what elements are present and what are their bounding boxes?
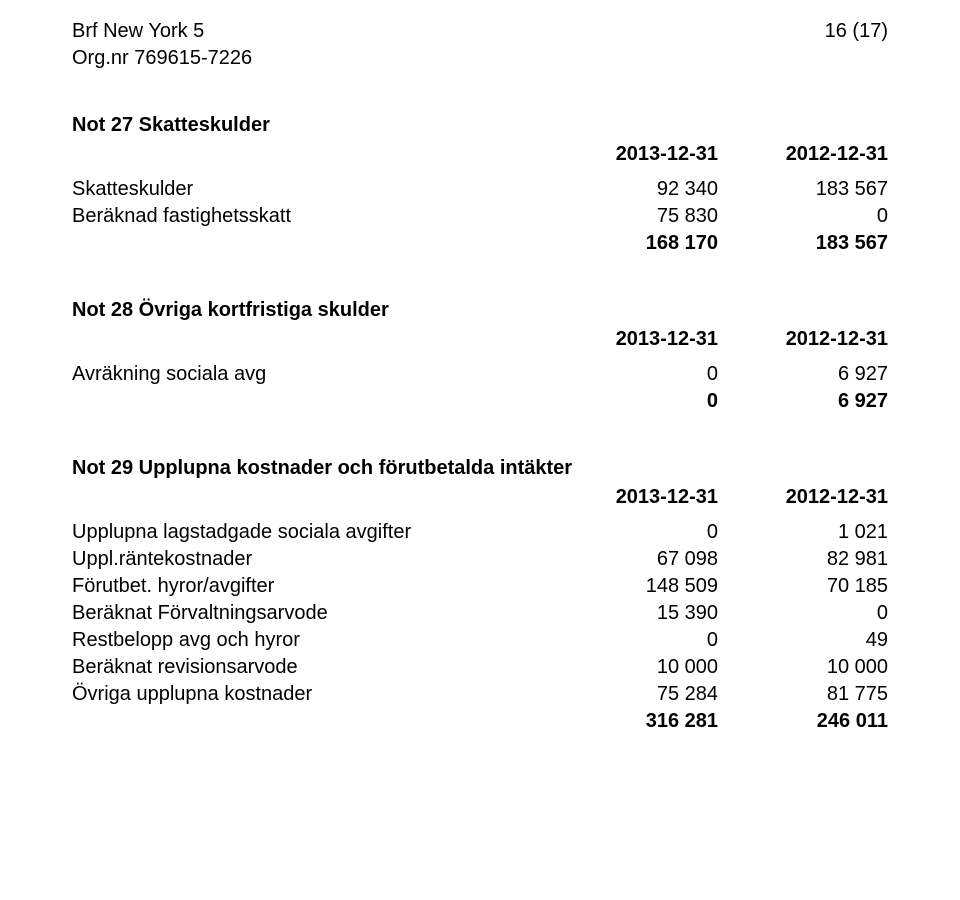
row-label: Restbelopp avg och hyror (72, 627, 548, 654)
row-value: 81 775 (718, 681, 888, 708)
table-row: Beräknat revisionsarvode 10 000 10 000 (72, 654, 888, 681)
table-row: Upplupna lagstadgade sociala avgifter 0 … (72, 519, 888, 546)
note-29-title: Not 29 Upplupna kostnader och förutbetal… (72, 457, 888, 480)
note-28-dates: 2013-12-31 2012-12-31 (72, 328, 888, 351)
row-label: Upplupna lagstadgade sociala avgifter (72, 519, 548, 546)
total-value: 168 170 (548, 230, 718, 257)
row-value: 75 284 (548, 681, 718, 708)
note-27-table: Skatteskulder 92 340 183 567 Beräknad fa… (72, 176, 888, 257)
table-row: Beräknad fastighetsskatt 75 830 0 (72, 203, 888, 230)
note-27-section: Not 27 Skatteskulder 2013-12-31 2012-12-… (72, 114, 888, 257)
table-total-row: 0 6 927 (72, 388, 888, 415)
note-29-table: Upplupna lagstadgade sociala avgifter 0 … (72, 519, 888, 735)
total-label (72, 388, 548, 415)
row-value: 148 509 (548, 573, 718, 600)
total-label (72, 708, 548, 735)
row-label: Beräknat Förvaltningsarvode (72, 600, 548, 627)
date-col-1: 2013-12-31 (548, 328, 718, 351)
table-row: Förutbet. hyror/avgifter 148 509 70 185 (72, 573, 888, 600)
total-value: 246 011 (718, 708, 888, 735)
total-value: 0 (548, 388, 718, 415)
table-total-row: 316 281 246 011 (72, 708, 888, 735)
table-row: Uppl.räntekostnader 67 098 82 981 (72, 546, 888, 573)
note-29-dates: 2013-12-31 2012-12-31 (72, 486, 888, 509)
note-28-section: Not 28 Övriga kortfristiga skulder 2013-… (72, 299, 888, 415)
row-value: 183 567 (718, 176, 888, 203)
row-value: 0 (718, 203, 888, 230)
table-row: Beräknat Förvaltningsarvode 15 390 0 (72, 600, 888, 627)
row-value: 0 (548, 519, 718, 546)
table-row: Övriga upplupna kostnader 75 284 81 775 (72, 681, 888, 708)
row-value: 82 981 (718, 546, 888, 573)
table-row: Skatteskulder 92 340 183 567 (72, 176, 888, 203)
table-total-row: 168 170 183 567 (72, 230, 888, 257)
row-value: 10 000 (548, 654, 718, 681)
row-value: 67 098 (548, 546, 718, 573)
table-row: Avräkning sociala avg 0 6 927 (72, 361, 888, 388)
row-value: 10 000 (718, 654, 888, 681)
row-value: 70 185 (718, 573, 888, 600)
date-col-2: 2012-12-31 (718, 328, 888, 351)
table-row: Restbelopp avg och hyror 0 49 (72, 627, 888, 654)
row-value: 6 927 (718, 361, 888, 388)
page-header: Brf New York 5 Org.nr 769615-7226 16 (17… (72, 18, 888, 72)
date-col-2: 2012-12-31 (718, 143, 888, 166)
note-28-title: Not 28 Övriga kortfristiga skulder (72, 299, 888, 322)
row-value: 49 (718, 627, 888, 654)
row-label: Beräknat revisionsarvode (72, 654, 548, 681)
date-col-2: 2012-12-31 (718, 486, 888, 509)
row-value: 0 (548, 361, 718, 388)
row-value: 75 830 (548, 203, 718, 230)
note-27-dates: 2013-12-31 2012-12-31 (72, 143, 888, 166)
row-value: 0 (548, 627, 718, 654)
note-27-title: Not 27 Skatteskulder (72, 114, 888, 137)
note-29-section: Not 29 Upplupna kostnader och förutbetal… (72, 457, 888, 735)
row-value: 92 340 (548, 176, 718, 203)
header-left: Brf New York 5 Org.nr 769615-7226 (72, 18, 252, 72)
row-label: Uppl.räntekostnader (72, 546, 548, 573)
row-label: Beräknad fastighetsskatt (72, 203, 548, 230)
org-number: Org.nr 769615-7226 (72, 45, 252, 72)
row-value: 15 390 (548, 600, 718, 627)
date-col-1: 2013-12-31 (548, 143, 718, 166)
company-name: Brf New York 5 (72, 18, 252, 45)
document-page: Brf New York 5 Org.nr 769615-7226 16 (17… (0, 0, 960, 753)
total-value: 316 281 (548, 708, 718, 735)
row-value: 1 021 (718, 519, 888, 546)
total-label (72, 230, 548, 257)
row-label: Skatteskulder (72, 176, 548, 203)
total-value: 6 927 (718, 388, 888, 415)
date-col-1: 2013-12-31 (548, 486, 718, 509)
row-label: Avräkning sociala avg (72, 361, 548, 388)
row-label: Övriga upplupna kostnader (72, 681, 548, 708)
page-indicator: 16 (17) (825, 18, 888, 72)
row-label: Förutbet. hyror/avgifter (72, 573, 548, 600)
total-value: 183 567 (718, 230, 888, 257)
note-28-table: Avräkning sociala avg 0 6 927 0 6 927 (72, 361, 888, 415)
row-value: 0 (718, 600, 888, 627)
